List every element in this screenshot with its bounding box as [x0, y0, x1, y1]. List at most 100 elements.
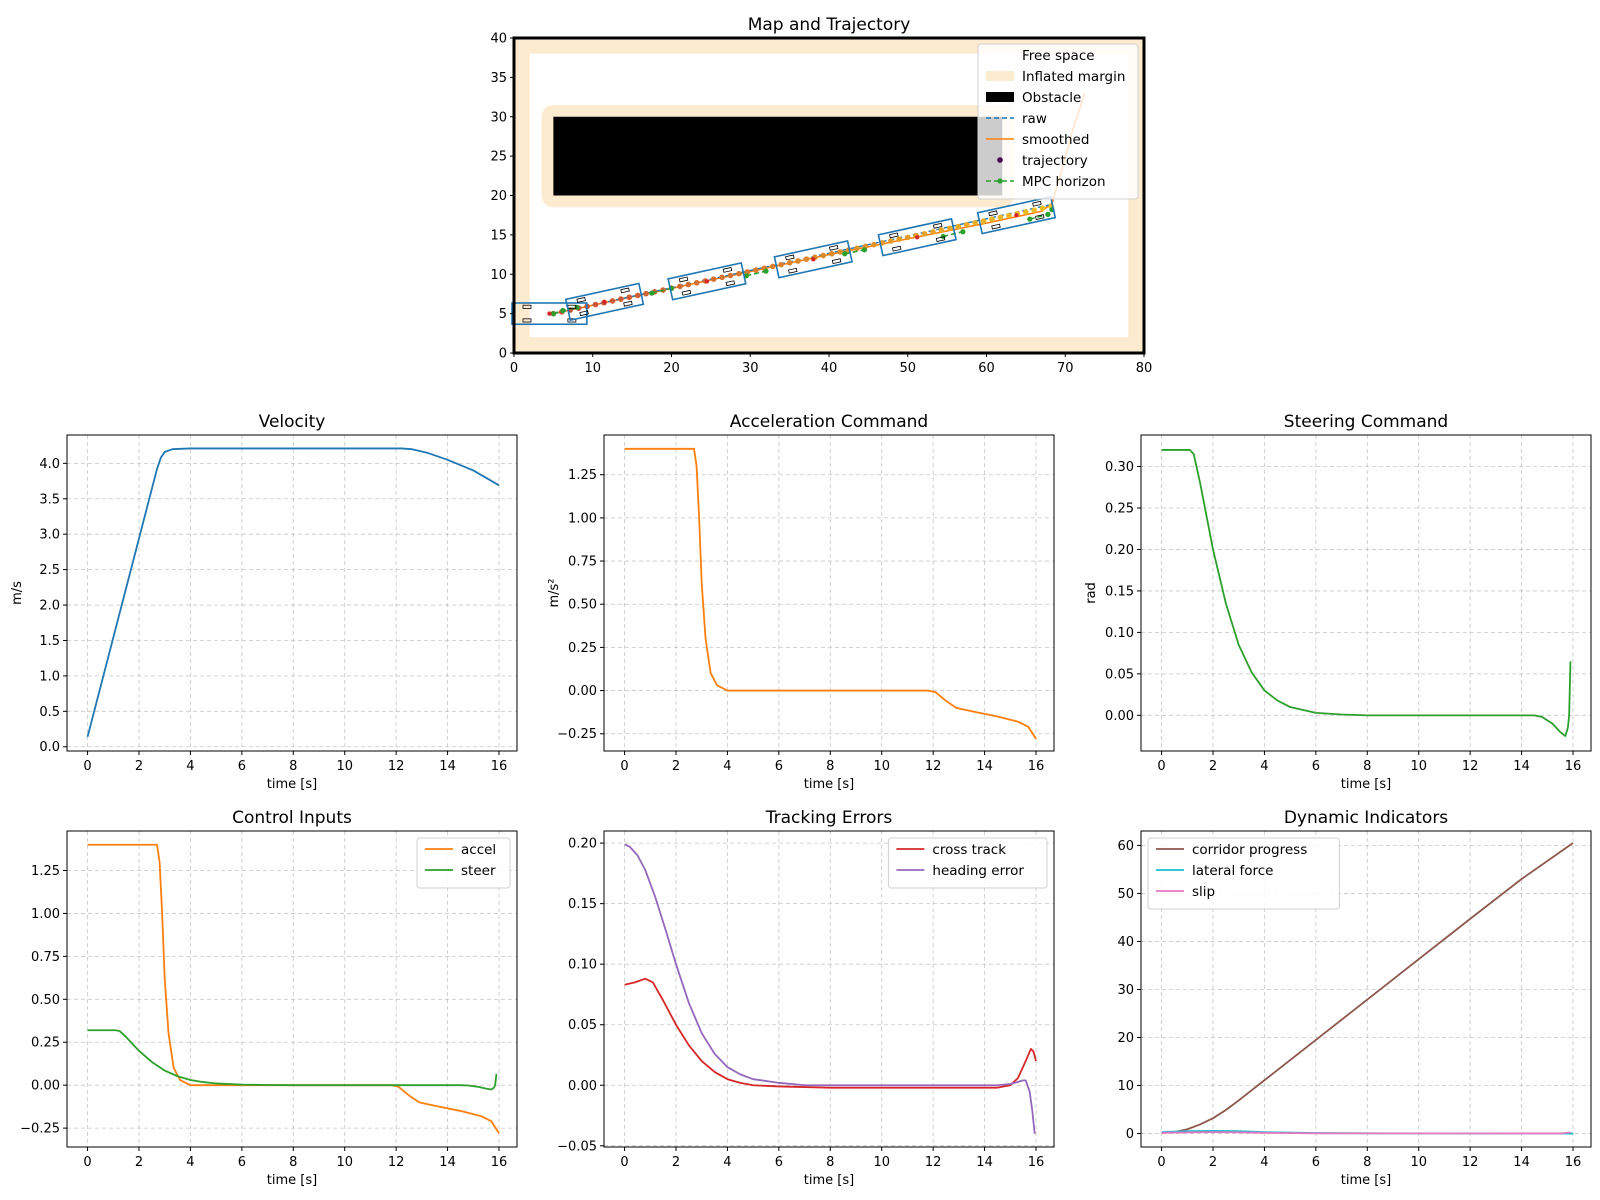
x-tick-label: 4: [1260, 759, 1268, 774]
y-tick-label: 3.5: [39, 492, 60, 507]
x-tick-label: 10: [1410, 1155, 1427, 1170]
y-tick-label: 20: [490, 189, 507, 204]
x-tick-label: 2: [672, 759, 680, 774]
y-tick-label: 1.25: [31, 864, 60, 879]
trajectory-point: [1006, 212, 1012, 219]
x-tick-label: 0: [1157, 759, 1165, 774]
y-tick-label: 0.10: [1105, 626, 1134, 641]
trajectory-point: [980, 218, 987, 224]
vehicle-body: [773, 239, 854, 279]
legend-label: steer: [461, 863, 496, 879]
x-tick-label: 10: [336, 759, 353, 774]
legend-box: [887, 837, 1048, 889]
trajectory-point: [989, 216, 995, 223]
trajectory-point: [997, 214, 1004, 221]
y-tick-label: 0.00: [1105, 709, 1134, 724]
x-tick-label: 0: [83, 1155, 91, 1170]
x-tick-label: 4: [723, 1155, 731, 1170]
y-tick-label: 0.50: [31, 993, 60, 1008]
trajectory-point: [938, 227, 945, 233]
axes-frame: [1140, 830, 1592, 1148]
x-tick-label: 12: [1462, 1155, 1479, 1170]
mpc-horizon: [844, 249, 865, 255]
vehicle-wheel: [1035, 214, 1045, 220]
x-tick-label: 12: [925, 1155, 942, 1170]
legend-swatch: [986, 92, 1014, 102]
y-tick-label: 0.75: [568, 555, 597, 570]
y-tick-label: 2.5: [39, 563, 60, 578]
y-tick-label: 0.15: [568, 897, 597, 912]
trajectory-point: [643, 290, 649, 297]
trajectory-point: [727, 272, 734, 279]
y-tick-label: 0.00: [568, 684, 597, 699]
trajectory-point: [693, 279, 700, 286]
legend-box: [416, 837, 511, 889]
x-tick-label: 0: [510, 361, 518, 376]
mpc-point: [940, 233, 946, 240]
axes-frame: [66, 434, 518, 752]
trajectory-point: [921, 230, 928, 237]
x-tick-label: 10: [873, 759, 890, 774]
x-tick-label: 14: [976, 759, 993, 774]
mpc-point: [550, 311, 556, 317]
vehicle-wheel: [788, 267, 798, 274]
vehicle-wheel: [785, 254, 795, 261]
vehicle-wheel: [681, 289, 692, 296]
x-tick-label: 10: [1410, 759, 1427, 774]
vehicle-wheel: [567, 318, 577, 323]
x-tick-label: 20: [663, 361, 680, 376]
x-tick-label: 16: [491, 1155, 508, 1170]
y-tick-label: 0.05: [568, 1018, 597, 1033]
y-tick-label: 20: [1117, 1031, 1134, 1046]
vehicle-wheel: [620, 287, 630, 294]
x-tick-label: 8: [826, 1155, 834, 1170]
x-tick-label: 6: [1312, 1155, 1320, 1170]
x-tick-label: 50: [899, 361, 916, 376]
legend-swatch-dot: [997, 178, 1003, 184]
y-tick-label: 2.0: [39, 599, 60, 614]
trajectory-point: [626, 294, 633, 301]
trajectory-point: [592, 301, 599, 308]
chart-title: Dynamic Indicators: [1284, 808, 1448, 828]
x-tick-label: 6: [775, 1155, 783, 1170]
y-tick-label: 1.00: [568, 511, 597, 526]
vehicle-wheel: [576, 297, 586, 303]
y-tick-label: 40: [490, 32, 507, 47]
legend-swatch: [997, 157, 1003, 163]
series-line: [1161, 449, 1572, 737]
trajectory-point: [887, 238, 894, 244]
trajectory-point: [710, 276, 717, 282]
x-tick-label: 12: [388, 759, 405, 774]
x-tick-label: 12: [1462, 759, 1479, 774]
y-tick-label: 0.20: [1105, 543, 1134, 558]
vehicle-center: [602, 299, 607, 305]
trajectory-point: [618, 296, 624, 302]
y-tick-label: 5: [499, 307, 507, 322]
x-tick-label: 16: [491, 759, 508, 774]
mpc-point: [861, 247, 868, 253]
y-tick-label: 0.50: [568, 598, 597, 613]
legend-label: slip: [1192, 884, 1215, 900]
vehicle-center: [1014, 212, 1019, 218]
y-tick-label: 1.5: [39, 634, 60, 649]
chart-control: Control Inputs 0 2 4 6 8 10 12 14 16 −0.25 0.00 0.25…: [20, 808, 518, 1188]
legend-label: heading error: [932, 863, 1024, 879]
y-tick-label: −0.25: [20, 1122, 60, 1137]
vehicle-wheel: [579, 310, 589, 317]
y-tick-label: 15: [490, 228, 507, 243]
legend-box: [1147, 837, 1340, 910]
trajectory-point: [1031, 207, 1038, 213]
axes-frame: [66, 830, 518, 1148]
x-tick-label: 4: [186, 759, 194, 774]
trajectory-point: [820, 252, 827, 259]
x-tick-label: 14: [1513, 759, 1530, 774]
y-tick-label: 1.0: [39, 669, 60, 684]
x-tick-label: 4: [186, 1155, 194, 1170]
x-tick-label: 4: [1260, 1155, 1268, 1170]
x-tick-label: 14: [1513, 1155, 1530, 1170]
legend-label: cross track: [932, 842, 1006, 858]
vehicle-body: [877, 217, 957, 257]
x-tick-label: 8: [289, 1155, 297, 1170]
trajectory-point: [685, 281, 692, 288]
axes-frame: [1140, 434, 1592, 752]
